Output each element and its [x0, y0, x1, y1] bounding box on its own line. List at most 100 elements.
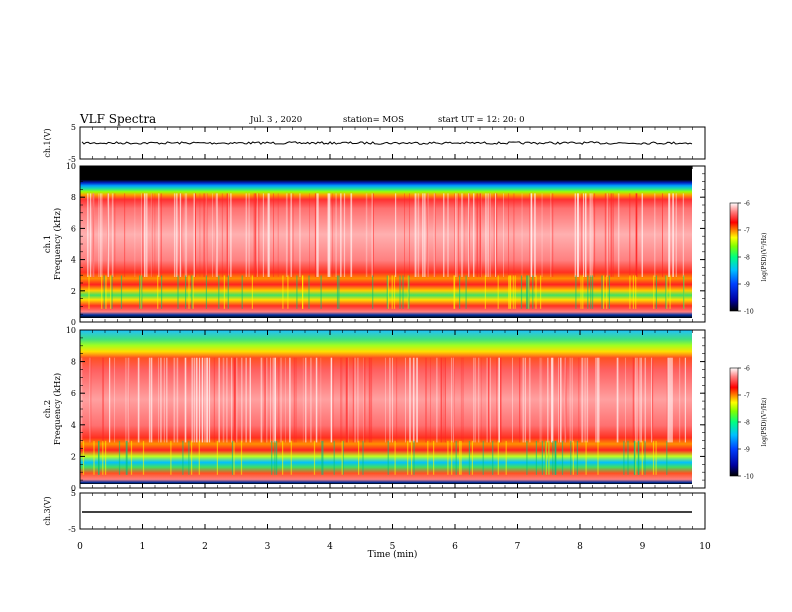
spectrogram-burst [290, 440, 292, 475]
x-tick-label: 7 [515, 542, 521, 552]
spectrogram-streak [486, 357, 488, 443]
spectrogram-streak [205, 357, 207, 443]
spectrogram-streak [414, 193, 416, 277]
ch2-spectrogram-ytick-label: 4 [71, 421, 76, 430]
spectrogram-streak [202, 357, 203, 443]
ch1-spectrogram-colorbar-tick-label: -8 [744, 255, 750, 262]
spectrogram-streak [433, 193, 436, 277]
spectrogram-burst [535, 440, 537, 475]
spectrogram-streak [293, 357, 295, 443]
ch2-spectrogram-ytick-label: 2 [71, 452, 76, 461]
spectrogram-streak [249, 357, 251, 443]
spectrogram-streak [594, 193, 596, 277]
spectrogram-streak [434, 193, 436, 277]
spectrogram-streak [218, 357, 220, 443]
spectrogram-burst [251, 275, 253, 309]
spectrogram-streak [668, 193, 670, 277]
spectrogram-streak [194, 193, 196, 277]
spectrogram-streak [127, 357, 130, 443]
spectrogram-streak [345, 357, 347, 443]
spectrogram-streak [249, 357, 251, 443]
spectrogram-streak [625, 357, 626, 443]
x-tick-label: 8 [577, 542, 583, 552]
spectrogram-streak [629, 193, 631, 277]
spectrogram-streak [295, 357, 297, 443]
spectrogram-streak [226, 357, 228, 443]
spectrogram-streak [460, 357, 462, 443]
spectrogram-streak [404, 193, 405, 277]
spectrogram-streak [150, 193, 152, 277]
spectrogram-streak [245, 193, 247, 277]
spectrogram-streak [137, 357, 140, 443]
spectrogram-burst [459, 440, 461, 475]
spectrogram-burst [627, 440, 629, 475]
spectrogram-burst [554, 440, 556, 475]
spectrogram-streak [372, 193, 374, 277]
spectrogram-burst [508, 275, 510, 309]
spectrogram-burst [103, 275, 105, 309]
spectrogram-streak [584, 193, 587, 277]
spectrogram-streak [672, 193, 674, 277]
spectrogram-streak [519, 357, 521, 443]
spectrogram-streak [335, 193, 337, 277]
spectrogram-streak [146, 193, 148, 277]
spectrogram-streak [266, 357, 268, 443]
spectrogram-burst [170, 440, 172, 475]
spectrogram-streak [213, 357, 215, 443]
spectrogram-streak [617, 193, 620, 277]
spectrogram-streak [142, 193, 144, 277]
spectrogram-streak [262, 193, 264, 277]
ch1-waveform-ylabel: ch.1(V) [43, 128, 52, 157]
spectrogram-burst [274, 440, 276, 475]
ch1-waveform-ytick-label: -5 [68, 155, 76, 164]
x-tick-label: 4 [327, 542, 333, 552]
spectrogram-burst [296, 275, 298, 309]
spectrogram-burst [570, 440, 572, 475]
spectrogram-streak [488, 357, 489, 443]
spectrogram-streak [163, 357, 165, 443]
spectrogram-burst [188, 440, 190, 475]
spectrogram-burst [120, 275, 123, 309]
spectrogram-burst [125, 440, 127, 475]
spectrogram-burst [665, 275, 667, 309]
spectrogram-burst [394, 440, 396, 475]
spectrogram-streak [547, 357, 549, 443]
spectrogram-burst [623, 440, 625, 475]
spectrogram-streak [478, 357, 480, 443]
spectrogram-streak [254, 193, 257, 277]
spectrogram-streak [370, 357, 373, 443]
spectrogram-streak [270, 357, 271, 443]
spectrogram-streak [89, 193, 92, 277]
spectrogram-streak [569, 357, 571, 443]
spectrogram-burst [408, 275, 410, 309]
spectrogram-streak [99, 193, 101, 277]
spectrogram-burst [192, 275, 194, 309]
spectrogram-streak [371, 193, 373, 277]
spectrogram-burst [231, 440, 234, 475]
spectrogram-streak [682, 193, 684, 277]
spectrogram-streak [583, 193, 584, 277]
spectrogram-burst [188, 275, 190, 309]
ch2-spectrogram-colorbar-tick-label: -9 [744, 447, 750, 454]
spectrogram-burst [666, 275, 668, 309]
ch1-spectrogram-colorbar-tick-label: -7 [744, 228, 750, 235]
spectrogram-streak [98, 193, 100, 277]
spectrogram-streak [316, 193, 318, 277]
spectrogram-streak [260, 357, 263, 443]
spectrogram-streak [226, 193, 229, 277]
spectrogram-streak [574, 193, 576, 277]
spectrogram-streak [352, 357, 354, 443]
spectrogram-streak [666, 357, 668, 443]
date-label: Jul. 3 , 2020 [250, 115, 303, 125]
spectrogram-streak [230, 193, 232, 277]
spectrogram-streak [591, 193, 593, 277]
ch2-spectrogram-panel [79, 329, 706, 489]
spectrogram-streak [475, 357, 476, 443]
spectrogram-streak [274, 357, 276, 443]
spectrogram-streak [365, 193, 368, 277]
spectrogram-burst [582, 275, 584, 309]
spectrogram-burst [641, 440, 643, 475]
spectrogram-streak [185, 193, 188, 277]
spectrogram-burst [465, 275, 467, 309]
spectrogram-streak [530, 193, 533, 277]
